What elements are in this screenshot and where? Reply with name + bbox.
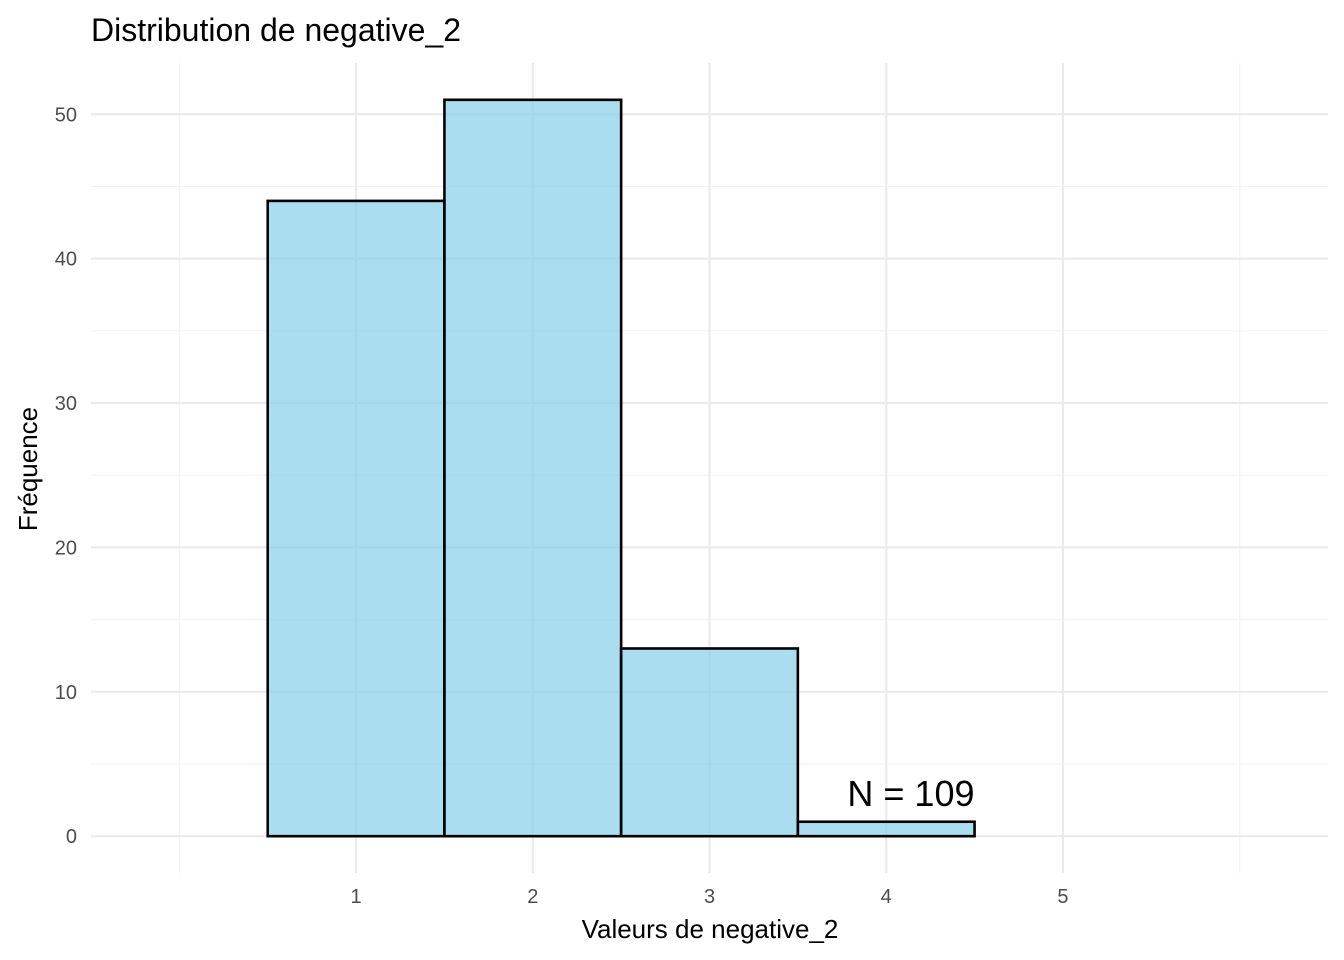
histogram-bars <box>266 98 976 838</box>
chart-title: Distribution de negative_2 <box>91 12 461 48</box>
x-tick-label: 5 <box>1057 886 1068 908</box>
sample-size-annotation: N = 109 <box>847 773 974 814</box>
histogram-bar <box>796 820 976 838</box>
y-tick-label: 10 <box>55 682 77 704</box>
histogram-bar <box>266 199 446 838</box>
x-tick-label: 1 <box>351 886 362 908</box>
y-tick-label: 20 <box>55 537 77 559</box>
x-tick-label: 4 <box>881 886 892 908</box>
y-tick-label: 30 <box>55 393 77 415</box>
y-tick-label: 40 <box>55 249 77 271</box>
histogram-bar <box>443 98 623 838</box>
y-axis-tick-labels: 0 10 20 30 40 50 <box>55 104 77 848</box>
x-tick-label: 2 <box>527 886 538 908</box>
x-tick-label: 3 <box>704 886 715 908</box>
y-tick-label: 50 <box>55 104 77 126</box>
y-axis-title: Fréquence <box>13 407 43 531</box>
y-tick-label: 0 <box>66 826 77 848</box>
x-axis-tick-labels: 1 2 3 4 5 <box>351 886 1069 908</box>
x-axis-title: Valeurs de negative_2 <box>582 914 839 944</box>
histogram-bar <box>619 647 800 838</box>
